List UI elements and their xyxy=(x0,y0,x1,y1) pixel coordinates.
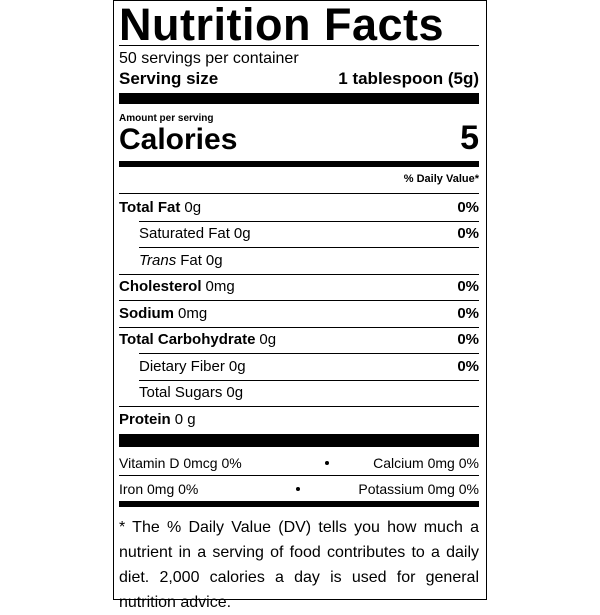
nutrient-name: Total Sugars xyxy=(139,384,223,401)
nutrient-name-group: Sodium 0mg xyxy=(119,305,207,322)
vitamin-left: Iron 0mg 0% xyxy=(119,480,199,497)
vitamin-row: Vitamin D 0mcg 0% Calcium 0mg 0% xyxy=(119,450,479,475)
vitamin-right: Calcium 0mg 0% xyxy=(373,454,479,471)
nutrient-name-group: Total Carbohydrate 0g xyxy=(119,331,276,348)
nutrient-amount: 0g xyxy=(205,251,223,269)
nutrient-name-group: Trans Fat 0g xyxy=(139,252,223,269)
footnote: * The % Daily Value (DV) tells you how m… xyxy=(119,519,479,611)
serving-size: Serving size 1 tablespoon (5g) xyxy=(119,69,479,89)
divider xyxy=(119,326,479,328)
nutrient-amount: 0mg xyxy=(178,304,208,322)
nutrient-prefix: Trans xyxy=(139,251,177,269)
nutrient-row: Saturated Fat 0g 0% xyxy=(119,221,479,247)
servings: 50 servings per container xyxy=(119,50,299,67)
calories-value: 5 xyxy=(460,119,479,157)
divider xyxy=(119,475,479,476)
nutrient-name-group: Cholesterol 0mg xyxy=(119,278,235,295)
nutrient-row: Total Carbohydrate 0g 0% xyxy=(119,327,479,353)
nutrient-dv: 0% xyxy=(457,225,479,242)
divider xyxy=(139,220,479,222)
bullet xyxy=(296,486,301,491)
nutrient-name: Saturated Fat xyxy=(139,225,230,242)
nutrient-dv: 0% xyxy=(457,198,479,216)
nutrient-name-group: Total Fat 0g xyxy=(119,199,201,216)
bullet xyxy=(325,460,330,465)
daily-value-header-text: % Daily Value* xyxy=(403,173,479,185)
divider xyxy=(119,406,479,407)
nutrient-row: Dietary Fiber 0g 0% xyxy=(119,353,479,379)
nutrient-name: Fat xyxy=(180,251,202,269)
nutrient-dv: 0% xyxy=(457,278,479,295)
divider xyxy=(119,273,479,275)
nutrient-amount: 0g xyxy=(233,225,251,242)
thick-bar xyxy=(119,501,479,507)
nutrient-amount: 0g xyxy=(228,357,246,375)
nutrient-amount: 0g xyxy=(184,198,202,216)
divider xyxy=(139,353,479,354)
nutrient-row: Protein 0 g xyxy=(119,406,479,432)
page: Nutrition Facts 50 servings per containe… xyxy=(113,0,487,611)
nutrient-amount: 0g xyxy=(226,384,244,401)
nutrient-amount: 0 g xyxy=(174,410,196,428)
nutrient-amount: 0mg xyxy=(205,278,235,295)
nutrient-row: Total Fat 0g 0% xyxy=(119,194,479,220)
nutrient-name: Cholesterol xyxy=(119,278,202,295)
nutrient-name: Sodium xyxy=(119,304,174,322)
calories: Calories 5 xyxy=(119,119,479,158)
divider xyxy=(139,379,479,381)
serving-size-value: 1 tablespoon (5g) xyxy=(338,69,479,88)
calories-label: Calories xyxy=(119,123,238,156)
thick-bar xyxy=(119,161,479,167)
vitamin-row: Iron 0mg 0% Potassium 0mg 0% xyxy=(119,476,479,501)
nutrient-dv: 0% xyxy=(457,304,479,322)
nutrient-name-group: Total Sugars 0g xyxy=(139,384,243,401)
divider xyxy=(119,300,479,301)
nutrient-name-group: Protein 0 g xyxy=(119,411,196,428)
nutrient-name: Dietary Fiber xyxy=(139,357,225,375)
thick-bar xyxy=(119,93,479,104)
vitamin-left: Vitamin D 0mcg 0% xyxy=(119,454,242,471)
divider xyxy=(139,247,479,248)
nutrient-dv: 0% xyxy=(457,357,479,375)
nutrient-name: Protein xyxy=(119,410,171,428)
nutrition-label: Nutrition Facts 50 servings per containe… xyxy=(113,0,487,611)
title: Nutrition Facts xyxy=(119,0,445,50)
vitamin-right: Potassium 0mg 0% xyxy=(358,480,479,497)
nutrient-row: Trans Fat 0g xyxy=(119,247,479,273)
thick-bar xyxy=(119,434,479,447)
nutrient-row: Cholesterol 0mg 0% xyxy=(119,274,479,300)
nutrient-row: Sodium 0mg 0% xyxy=(119,300,479,326)
nutrient-row: Total Sugars 0g xyxy=(119,380,479,406)
serving-size-label: Serving size xyxy=(119,69,219,88)
nutrient-name-group: Saturated Fat 0g xyxy=(139,225,251,242)
nutrient-name-group: Dietary Fiber 0g xyxy=(139,358,246,375)
amount-per-serving: Amount per serving xyxy=(119,113,214,124)
nutrient-dv: 0% xyxy=(457,331,479,348)
nutrient-name: Total Carbohydrate xyxy=(119,331,256,348)
nutrient-amount: 0g xyxy=(259,331,277,348)
divider xyxy=(119,193,479,194)
daily-value-header: % Daily Value* xyxy=(119,173,479,185)
nutrient-name: Total Fat xyxy=(119,198,181,216)
divider xyxy=(119,45,479,46)
